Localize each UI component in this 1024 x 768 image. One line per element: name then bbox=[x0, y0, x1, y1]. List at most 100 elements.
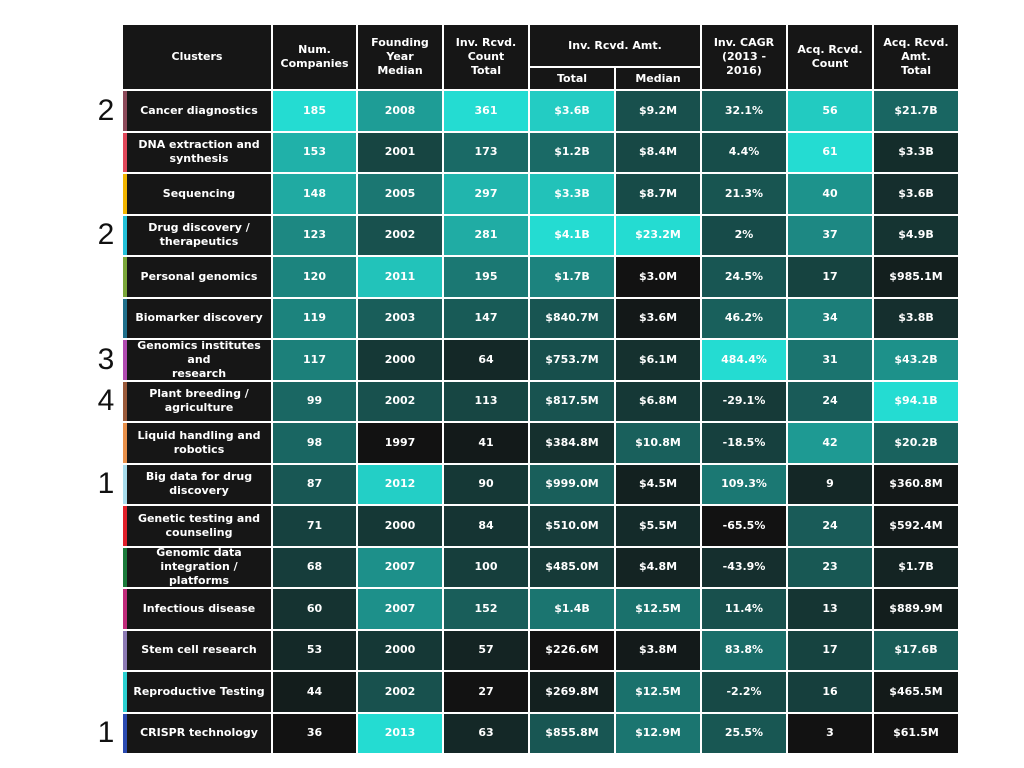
cell-acq-count: 17 bbox=[788, 630, 872, 670]
cell-inv-total: $4.1B bbox=[530, 215, 614, 255]
cell-inv-total: $817.5M bbox=[530, 381, 614, 421]
cell-inv-count: 64 bbox=[444, 340, 528, 380]
cell-acq-amt: $20.2B bbox=[874, 423, 958, 463]
cluster-label: DNA extraction and synthesis bbox=[127, 132, 271, 172]
cluster-color-stripe bbox=[123, 91, 127, 131]
cell-founding-year: 2005 bbox=[358, 174, 442, 214]
cell-num-companies: 53 bbox=[273, 630, 356, 670]
cluster-label: Liquid handling and robotics bbox=[127, 423, 271, 463]
header-inv-cagr: Inv. CAGR (2013 - 2016) bbox=[702, 25, 786, 89]
cell-inv-cagr: 4.4% bbox=[702, 132, 786, 172]
cell-founding-year: 2001 bbox=[358, 132, 442, 172]
cell-inv-cagr: 24.5% bbox=[702, 257, 786, 297]
cell-inv-total: $226.6M bbox=[530, 630, 614, 670]
row-note-number: 2 bbox=[97, 93, 115, 127]
cell-inv-count: 57 bbox=[444, 630, 528, 670]
cell-inv-total: $3.3B bbox=[530, 174, 614, 214]
cell-acq-amt: $1.7B bbox=[874, 547, 958, 587]
cluster-label: Personal genomics bbox=[127, 257, 271, 297]
cluster-label: Drug discovery / therapeutics bbox=[127, 215, 271, 255]
cluster-label: Biomarker discovery bbox=[127, 298, 271, 338]
cluster-label: Big data for drug discovery bbox=[127, 464, 271, 504]
cell-inv-count: 41 bbox=[444, 423, 528, 463]
cell-inv-median: $23.2M bbox=[616, 215, 700, 255]
cell-founding-year: 2007 bbox=[358, 589, 442, 629]
row-note-number: 1 bbox=[97, 467, 115, 501]
cell-inv-median: $3.8M bbox=[616, 630, 700, 670]
cell-founding-year: 2008 bbox=[358, 91, 442, 131]
cell-inv-count: 100 bbox=[444, 547, 528, 587]
cell-acq-amt: $985.1M bbox=[874, 257, 958, 297]
cell-acq-count: 37 bbox=[788, 215, 872, 255]
cell-inv-cagr: 2% bbox=[702, 215, 786, 255]
cell-inv-median: $6.8M bbox=[616, 381, 700, 421]
cell-inv-median: $12.5M bbox=[616, 672, 700, 712]
cell-inv-cagr: 484.4% bbox=[702, 340, 786, 380]
cluster-color-stripe bbox=[123, 340, 127, 380]
cluster-color-stripe bbox=[123, 423, 127, 463]
heatmap-table: Clusters Num. Companies Founding Year Me… bbox=[123, 25, 958, 755]
cell-inv-count: 147 bbox=[444, 298, 528, 338]
cell-acq-amt: $889.9M bbox=[874, 589, 958, 629]
cell-acq-count: 34 bbox=[788, 298, 872, 338]
row-note-number: 1 bbox=[97, 716, 115, 750]
cell-founding-year: 2011 bbox=[358, 257, 442, 297]
cell-num-companies: 153 bbox=[273, 132, 356, 172]
cell-num-companies: 68 bbox=[273, 547, 356, 587]
cell-inv-cagr: -18.5% bbox=[702, 423, 786, 463]
cell-inv-cagr: 32.1% bbox=[702, 91, 786, 131]
cell-inv-median: $12.9M bbox=[616, 713, 700, 753]
cell-acq-count: 24 bbox=[788, 506, 872, 546]
cell-inv-cagr: 21.3% bbox=[702, 174, 786, 214]
cell-inv-median: $8.4M bbox=[616, 132, 700, 172]
cell-inv-total: $510.0M bbox=[530, 506, 614, 546]
header-inv-amt-group: Inv. Rcvd. Amt. bbox=[530, 25, 700, 66]
cell-inv-median: $4.5M bbox=[616, 464, 700, 504]
cell-acq-count: 31 bbox=[788, 340, 872, 380]
cell-num-companies: 117 bbox=[273, 340, 356, 380]
cell-acq-count: 17 bbox=[788, 257, 872, 297]
cluster-label: Reproductive Testing bbox=[127, 672, 271, 712]
cell-num-companies: 36 bbox=[273, 713, 356, 753]
cell-acq-count: 13 bbox=[788, 589, 872, 629]
cell-inv-total: $855.8M bbox=[530, 713, 614, 753]
cell-founding-year: 2002 bbox=[358, 215, 442, 255]
cell-inv-count: 173 bbox=[444, 132, 528, 172]
cell-acq-amt: $3.3B bbox=[874, 132, 958, 172]
cluster-label: Plant breeding / agriculture bbox=[127, 381, 271, 421]
cell-acq-amt: $4.9B bbox=[874, 215, 958, 255]
cell-num-companies: 87 bbox=[273, 464, 356, 504]
cluster-color-stripe bbox=[123, 672, 127, 712]
cluster-color-stripe bbox=[123, 132, 127, 172]
cell-acq-count: 42 bbox=[788, 423, 872, 463]
cluster-label: CRISPR technology bbox=[127, 713, 271, 753]
cell-founding-year: 2012 bbox=[358, 464, 442, 504]
cell-inv-median: $8.7M bbox=[616, 174, 700, 214]
cell-inv-median: $4.8M bbox=[616, 547, 700, 587]
cell-inv-cagr: -2.2% bbox=[702, 672, 786, 712]
cell-inv-total: $485.0M bbox=[530, 547, 614, 587]
cluster-color-stripe bbox=[123, 257, 127, 297]
cell-num-companies: 123 bbox=[273, 215, 356, 255]
cluster-color-stripe bbox=[123, 381, 127, 421]
cell-acq-count: 61 bbox=[788, 132, 872, 172]
cell-inv-median: $3.0M bbox=[616, 257, 700, 297]
cluster-label: Genomic data integration / platforms bbox=[127, 546, 271, 587]
cluster-label: Genetic testing and counseling bbox=[127, 506, 271, 546]
cell-num-companies: 119 bbox=[273, 298, 356, 338]
cell-inv-cagr: 11.4% bbox=[702, 589, 786, 629]
cluster-color-stripe bbox=[123, 464, 127, 504]
cell-acq-count: 24 bbox=[788, 381, 872, 421]
cell-inv-cagr: 109.3% bbox=[702, 464, 786, 504]
cell-acq-amt: $360.8M bbox=[874, 464, 958, 504]
cell-acq-count: 23 bbox=[788, 547, 872, 587]
header-acq-count: Acq. Rcvd. Count bbox=[788, 25, 872, 89]
cell-inv-total: $384.8M bbox=[530, 423, 614, 463]
cluster-label: Genomics institutes and research bbox=[127, 339, 271, 380]
cell-num-companies: 60 bbox=[273, 589, 356, 629]
cell-num-companies: 71 bbox=[273, 506, 356, 546]
cell-acq-count: 40 bbox=[788, 174, 872, 214]
row-note-number: 4 bbox=[97, 384, 115, 418]
cell-inv-median: $5.5M bbox=[616, 506, 700, 546]
cell-num-companies: 98 bbox=[273, 423, 356, 463]
